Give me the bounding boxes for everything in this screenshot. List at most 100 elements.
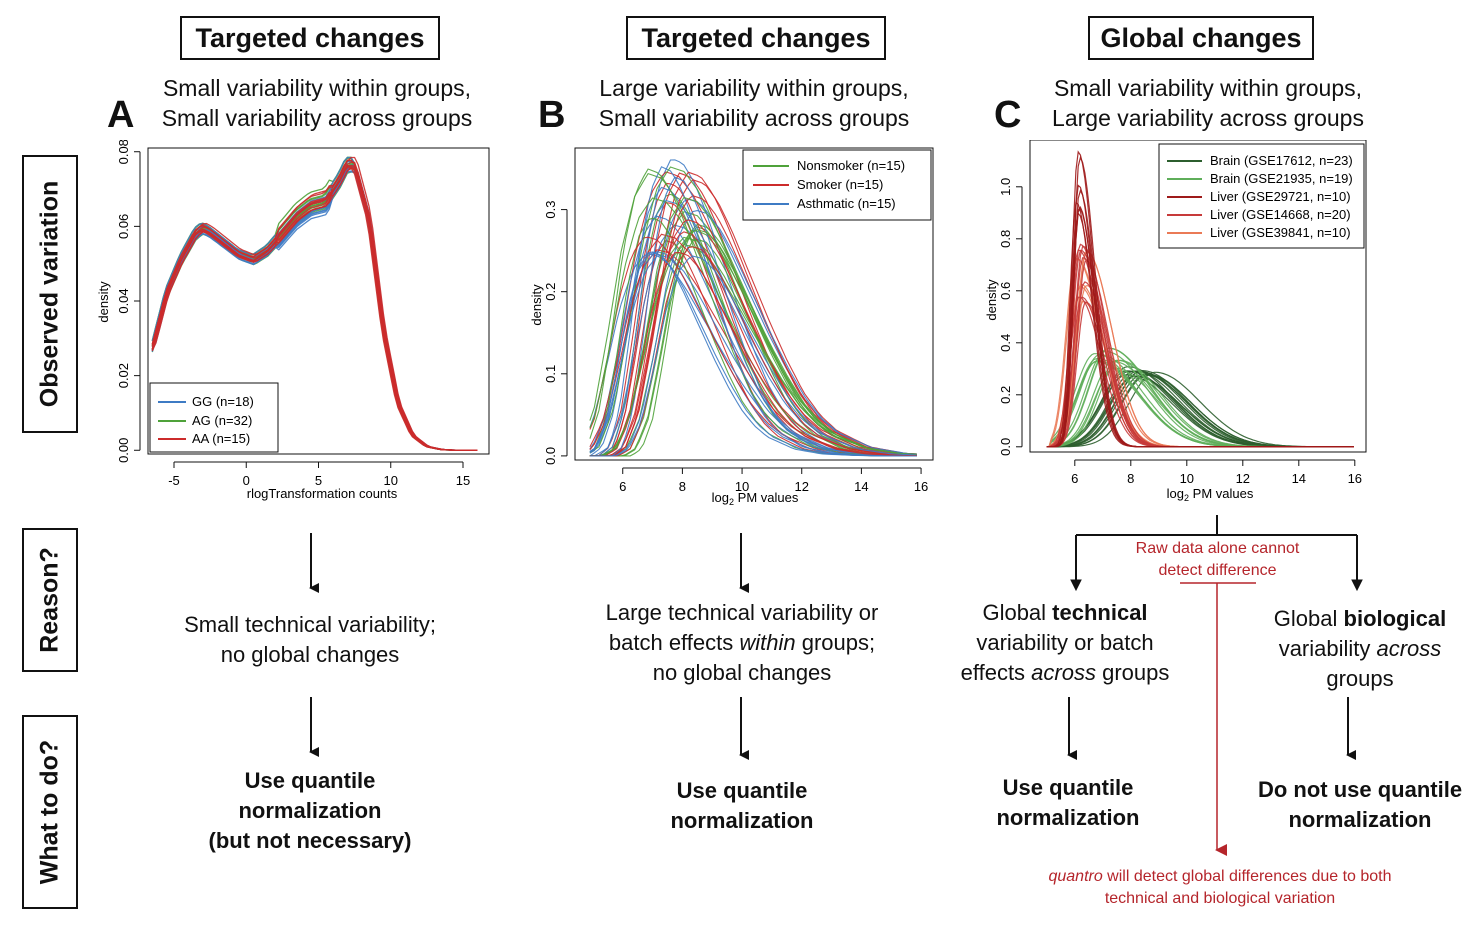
- quantro-note: quantro will detect global differences d…: [990, 866, 1450, 910]
- y-tick-label: 0.8: [998, 230, 1013, 248]
- reason-a: Small technical variability; no global c…: [130, 610, 490, 670]
- action-b-l2: normalization: [670, 808, 814, 833]
- x-tick-label: 14: [854, 479, 868, 494]
- chart-a-curves: [151, 156, 478, 451]
- density-curve: [589, 210, 917, 457]
- x-tick-label: 16: [914, 479, 928, 494]
- action-c-left-l2: normalization: [996, 805, 1140, 830]
- y-tick-label: 0.4: [998, 334, 1013, 352]
- reason-a-l1: Small technical variability;: [184, 612, 436, 637]
- legend-c-liver2: Liver (GSE14668, n=20): [1210, 207, 1351, 222]
- x-tick-label: 8: [1127, 471, 1134, 486]
- row-label-todo: What to do?: [22, 715, 78, 909]
- action-a: Use quantile normalization (but not nece…: [160, 766, 460, 856]
- subtitle-b: Large variability within groups, Small v…: [544, 73, 964, 133]
- chart-b-curves: [589, 159, 917, 457]
- reason-b-l3: no global changes: [652, 660, 832, 685]
- reason-c-right-l1: Global biological: [1273, 606, 1447, 631]
- reason-c-left-l1: Global technical: [982, 600, 1148, 625]
- action-a-l3: (but not necessary): [208, 828, 412, 853]
- panel-label-b: B: [538, 94, 566, 136]
- legend-c-brain2: Brain (GSE21935, n=19): [1210, 171, 1353, 186]
- panel-label-c: C: [994, 94, 1022, 136]
- row-label-observed: Observed variation: [22, 155, 78, 433]
- y-tick-label: 0.06: [116, 214, 131, 239]
- x-tick-label: 15: [456, 473, 470, 488]
- x-tick-label: 12: [794, 479, 808, 494]
- chart-b-axes: 6 8 10 12 14 16 0.0 0.1 0.2 0.3: [543, 201, 928, 494]
- header-b: Targeted changes: [626, 16, 886, 60]
- y-tick-label: 0.3: [543, 201, 558, 219]
- action-a-l1: Use quantile: [244, 768, 376, 793]
- x-tick-label: 6: [619, 479, 626, 494]
- chart-b-xlabel: log2 PM values: [712, 490, 799, 507]
- action-c-right-l1: Do not use quantile: [1257, 777, 1463, 802]
- reason-c-right-l2: variability across: [1278, 636, 1442, 661]
- header-c: Global changes: [1088, 16, 1314, 60]
- legend-b-asthmatic: Asthmatic (n=15): [797, 196, 896, 211]
- density-curve: [589, 252, 917, 457]
- subtitle-a-line1: Small variability within groups,: [162, 75, 472, 101]
- row-label-reason: Reason?: [22, 528, 78, 672]
- x-tick-label: 10: [1180, 471, 1194, 486]
- raw-data-note-l1: Raw data alone cannot: [1135, 540, 1300, 557]
- y-tick-label: 0.1: [543, 365, 558, 383]
- x-tick-label: -5: [168, 473, 180, 488]
- action-c-right-l2: normalization: [1288, 807, 1432, 832]
- reason-c-right-l3: groups: [1326, 666, 1394, 691]
- action-c-right: Do not use quantile normalization: [1240, 775, 1480, 835]
- subtitle-c-line2: Large variability across groups: [1052, 105, 1364, 131]
- chart-a-legend: GG (n=18) AG (n=32) AA (n=15): [149, 382, 279, 453]
- action-b-l1: Use quantile: [676, 778, 808, 803]
- subtitle-b-line1: Large variability within groups,: [599, 75, 909, 101]
- legend-c-brain1: Brain (GSE17612, n=23): [1210, 153, 1353, 168]
- c-branch-lines: [1075, 515, 1358, 588]
- x-tick-label: 14: [1292, 471, 1306, 486]
- y-tick-label: 0.02: [116, 363, 131, 388]
- y-tick-label: 0.2: [998, 386, 1013, 404]
- x-tick-label: 12: [1236, 471, 1250, 486]
- reason-b-l1: Large technical variability or: [605, 600, 879, 625]
- reason-c-right: Global biological variability across gro…: [1240, 604, 1480, 694]
- chart-c-curves: [1046, 150, 1354, 448]
- x-tick-label: 6: [1071, 471, 1078, 486]
- legend-c-liver1: Liver (GSE29721, n=10): [1210, 189, 1351, 204]
- x-tick-label: 10: [384, 473, 398, 488]
- x-tick-label: 5: [315, 473, 322, 488]
- y-tick-label: 1.0: [998, 178, 1013, 196]
- chart-c-legend: Brain (GSE17612, n=23) Brain (GSE21935, …: [1158, 143, 1365, 249]
- chart-c-plot-box: [1029, 140, 1367, 453]
- reason-b: Large technical variability or batch eff…: [556, 598, 928, 688]
- density-curve: [589, 171, 917, 455]
- y-tick-label: 0.0: [998, 438, 1013, 456]
- chart-a-xlabel: rlogTransformation counts: [247, 486, 398, 501]
- chart-c-ylabel: density: [984, 279, 999, 321]
- density-curve: [151, 165, 478, 451]
- chart-a: -5 0 5 10 15 0.00 0.02 0.04 0.06 0.08 rlogTransfo…: [96, 140, 490, 501]
- legend-b-smoker: Smoker (n=15): [797, 177, 883, 192]
- raw-data-note: Raw data alone cannot detect difference: [1100, 538, 1335, 582]
- chart-c-xlabel: log2 PM values: [1167, 486, 1254, 503]
- legend-a-gg: GG (n=18): [192, 394, 254, 409]
- chart-b-plot-box: [574, 147, 934, 461]
- panel-label-a: A: [107, 94, 135, 136]
- chart-a-ylabel: density: [96, 281, 111, 323]
- action-b: Use quantile normalization: [592, 776, 892, 836]
- quantro-note-l2: technical and biological variation: [1104, 890, 1336, 907]
- chart-c: 6 8 10 12 14 16 0.0 0.2 0.4 0.6 0.8 1.0 log2 PM val…: [984, 140, 1367, 503]
- subtitle-a: Small variability within groups, Small v…: [107, 73, 527, 133]
- chart-b-ylabel: density: [529, 284, 544, 326]
- header-a: Targeted changes: [180, 16, 440, 60]
- reason-b-l2: batch effects within groups;: [608, 630, 876, 655]
- chart-c-axes: 6 8 10 12 14 16 0.0 0.2 0.4 0.6 0.8 1.0: [998, 178, 1362, 486]
- x-tick-label: 16: [1348, 471, 1362, 486]
- raw-data-note-l2: detect difference: [1158, 562, 1277, 579]
- subtitle-a-line2: Small variability across groups: [161, 105, 473, 131]
- density-curve: [589, 255, 917, 457]
- subtitle-c-line1: Small variability within groups,: [1053, 75, 1363, 101]
- y-tick-label: 0.6: [998, 282, 1013, 300]
- subtitle-b-line2: Small variability across groups: [598, 105, 910, 131]
- chart-a-axes: -5 0 5 10 15 0.00 0.02 0.04 0.06 0.08: [116, 140, 470, 488]
- action-a-l2: normalization: [238, 798, 382, 823]
- x-tick-label: 0: [243, 473, 250, 488]
